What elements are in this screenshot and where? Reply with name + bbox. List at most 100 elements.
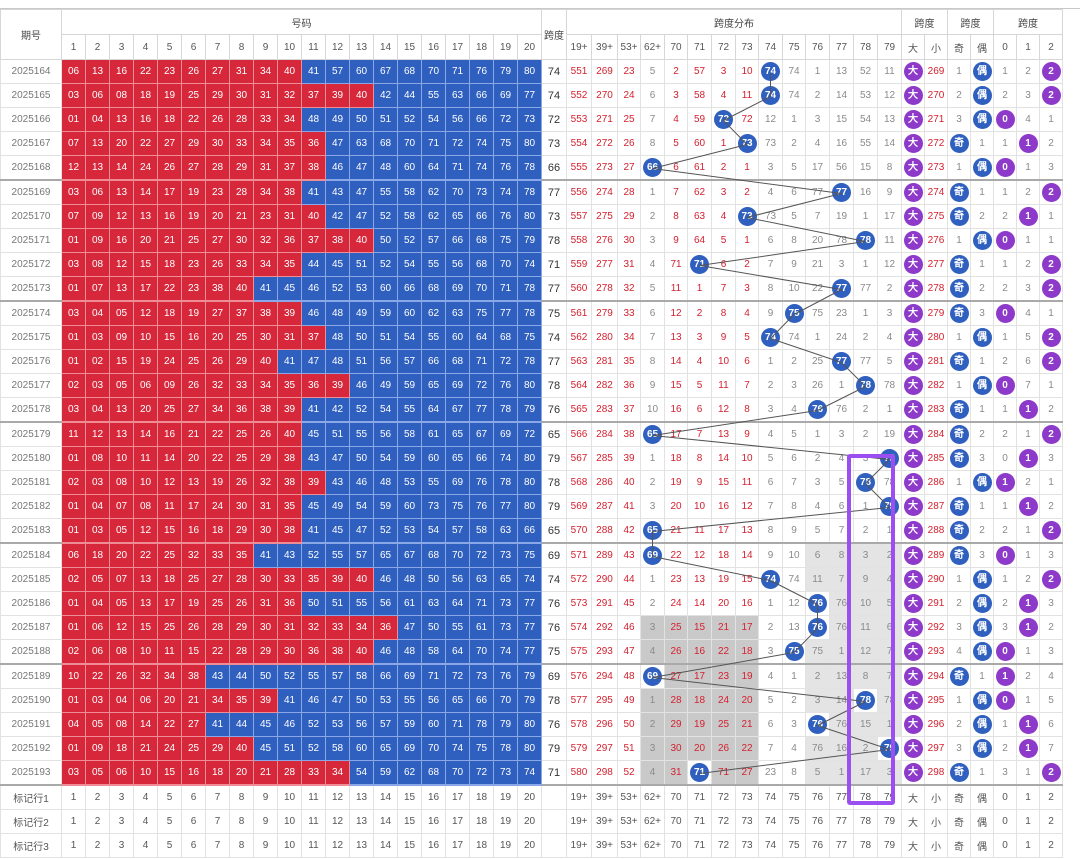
number-cell: 55 [421, 252, 446, 277]
header-row-1: 期号 号码 跨度 跨度分布 跨度 跨度 跨度 [0, 9, 1063, 60]
number-cell: 33 [229, 373, 254, 398]
number-cell: 26 [253, 421, 278, 447]
size-small-cell: 278 [924, 276, 948, 302]
footer-mod-cell: 1 [1016, 809, 1040, 834]
span-value-cell: 75 [541, 639, 567, 665]
number-cell: 70 [493, 252, 518, 277]
dist-cell-78: 2 [853, 518, 878, 544]
number-cell: 19 [181, 300, 206, 326]
number-cell: 74 [493, 639, 518, 665]
mod-cell: 2 [1039, 397, 1063, 423]
span-hit-marker: 69 [643, 546, 662, 565]
number-cell: 38 [301, 155, 326, 181]
number-cell: 38 [253, 397, 278, 423]
dist-miss-cell: 551 [566, 59, 592, 84]
footer-mod-cell: 2 [1039, 833, 1063, 858]
number-cell: 34 [157, 663, 182, 689]
parity-cell: 1 [970, 131, 994, 156]
dist-miss-cell: 31 [617, 252, 641, 277]
number-cell: 50 [349, 107, 374, 132]
dist-cell-79: 79 [877, 446, 902, 471]
dist-cell-74: 4 [758, 421, 783, 447]
number-cell: 15 [157, 325, 182, 350]
number-cell: 76 [493, 204, 518, 229]
footer-dist-cell: 77 [829, 809, 854, 834]
footer-number-cell: 13 [349, 784, 374, 810]
dist-cell-74: 74 [758, 325, 783, 350]
number-cell: 44 [397, 83, 422, 108]
dist-cell-76: 5 [805, 518, 830, 544]
footer-number-cell: 14 [373, 833, 398, 858]
number-cell: 30 [277, 639, 302, 665]
number-cell: 66 [445, 228, 470, 253]
number-cell: 12 [133, 300, 158, 326]
number-cell: 34 [253, 131, 278, 156]
number-cell: 01 [61, 228, 86, 253]
dist-miss-cell: 285 [591, 446, 618, 471]
period-cell: 2025167 [0, 131, 62, 156]
number-cell: 46 [325, 155, 350, 181]
dist-miss-cell: 30 [617, 228, 641, 253]
span-hit-marker: 79 [880, 739, 899, 758]
parity-cell: 2 [947, 591, 971, 616]
dist-cell-73: 11 [735, 470, 759, 495]
number-cell: 09 [85, 228, 110, 253]
dist-cell-70: 24 [664, 591, 688, 616]
dist-cell-76: 17 [805, 155, 830, 181]
number-cell: 69 [493, 421, 518, 447]
number-cell: 48 [301, 107, 326, 132]
footer-label: 标记行3 [0, 833, 62, 858]
footer-parity-cell: 奇 [947, 833, 971, 858]
number-cell: 20 [205, 204, 230, 229]
dist-cell-79: 78 [877, 688, 902, 713]
dist-cell-70: 23 [664, 567, 688, 592]
mod-cell: 2 [1039, 179, 1063, 205]
dist-cell-72: 6 [711, 252, 736, 277]
footer-size-cell: 小 [924, 833, 948, 858]
footer-dist-cell: 39+ [591, 809, 618, 834]
dist-cell-75: 12 [782, 591, 806, 616]
number-cell: 11 [133, 446, 158, 471]
number-cell: 08 [85, 446, 110, 471]
dist-column-header: 53+ [617, 34, 641, 60]
dist-cell-73: 3 [735, 276, 759, 302]
period-cell: 2025188 [0, 639, 62, 665]
dist-cell-73: 20 [735, 688, 759, 713]
size-big-cell: 大 [901, 639, 925, 665]
size-marker: 大 [903, 642, 923, 661]
number-cell: 04 [109, 688, 134, 713]
number-cell: 32 [205, 373, 230, 398]
number-cell: 68 [421, 542, 446, 568]
dist-cell-70: 5 [664, 131, 688, 156]
number-cell: 30 [253, 325, 278, 350]
size-marker: 大 [903, 183, 923, 202]
number-cell: 34 [253, 373, 278, 398]
number-cell: 60 [397, 300, 422, 326]
number-cell: 01 [61, 736, 86, 761]
footer-dist-cell: 77 [829, 784, 854, 810]
period-cell: 2025168 [0, 155, 62, 181]
footer-number-cell: 10 [277, 809, 302, 834]
number-cell: 62 [421, 204, 446, 229]
mod-cell: 1 [993, 59, 1017, 84]
parity-cell: 偶 [970, 591, 994, 616]
dist-cell-76: 76 [805, 591, 830, 616]
number-cell: 18 [157, 300, 182, 326]
number-cell: 59 [397, 373, 422, 398]
span-size-header: 跨度 [901, 9, 948, 35]
dist-cell-78: 77 [853, 349, 878, 374]
dist-cell-71: 15 [687, 615, 712, 640]
size-small-cell: 281 [924, 349, 948, 374]
dist-miss-cell: 45 [617, 591, 641, 616]
number-cell: 73 [517, 107, 542, 132]
dist-cell-71: 20 [687, 736, 712, 761]
number-cell: 74 [493, 446, 518, 471]
number-cell: 76 [469, 59, 494, 84]
dist-cell-78: 17 [853, 760, 878, 786]
span-value-cell: 77 [541, 349, 567, 374]
dist-cell-79: 7 [877, 639, 902, 665]
footer-dist-cell: 79 [877, 833, 902, 858]
dist-cell-78: 52 [853, 59, 878, 84]
dist-cell-72: 26 [711, 736, 736, 761]
table-row: 2025180 01 08 10 11 14 20 22 25 29 38 43 47 50 54 59 60 6… [0, 446, 1063, 471]
